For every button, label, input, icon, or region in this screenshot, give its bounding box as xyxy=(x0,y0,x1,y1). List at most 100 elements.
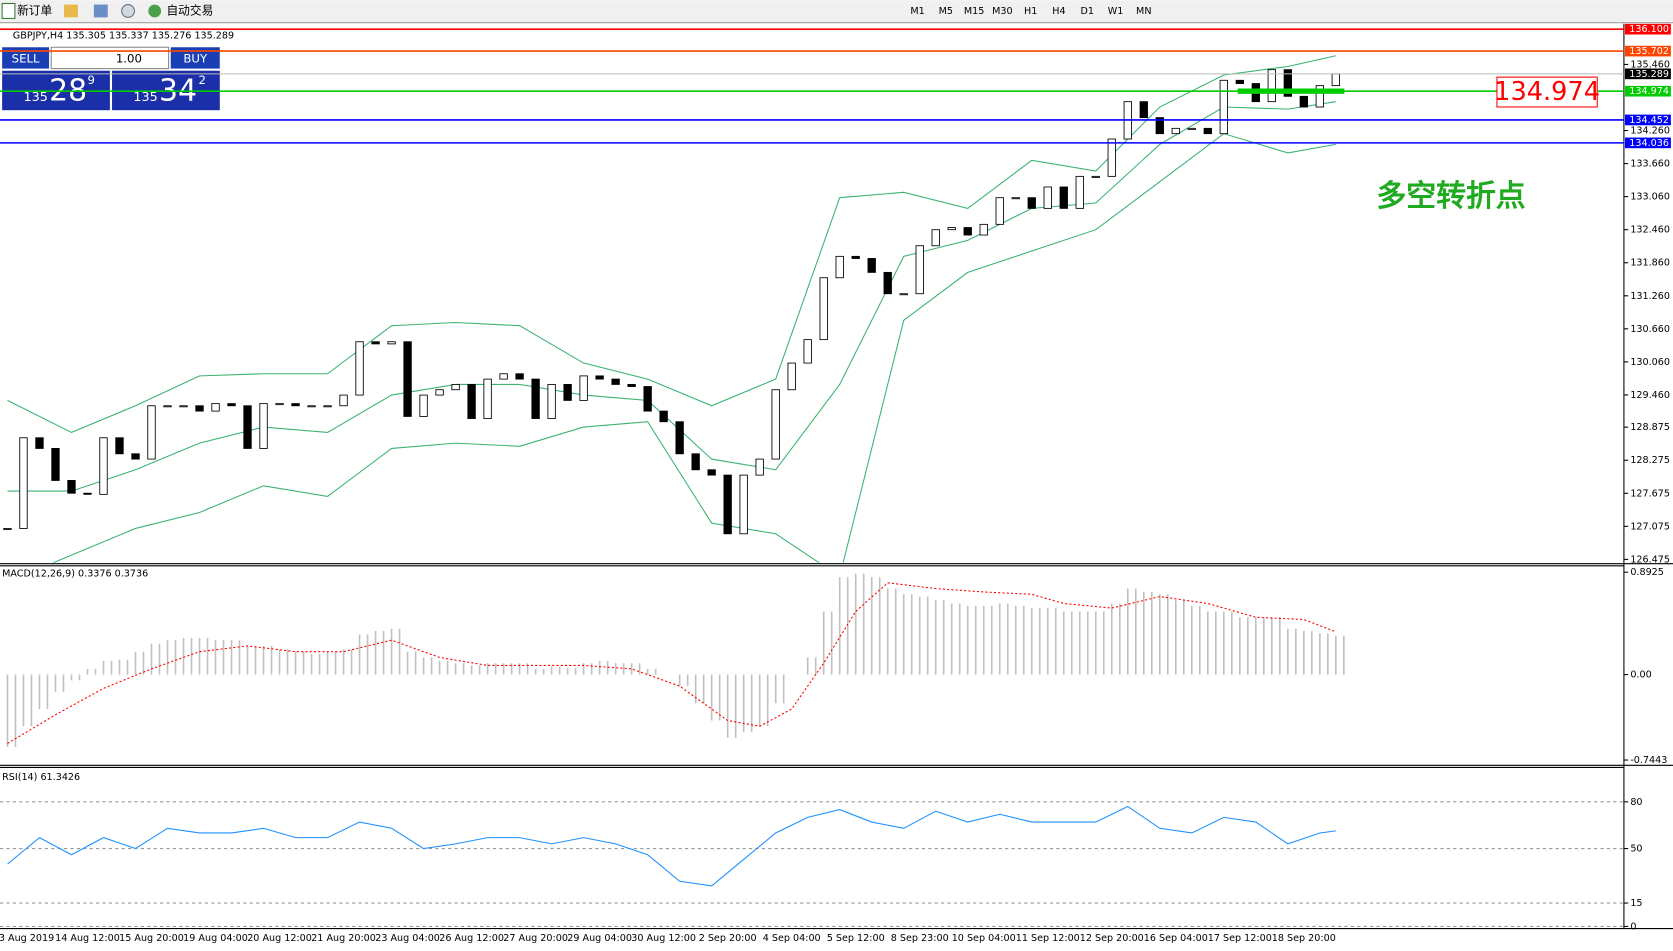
y-tick-label: 130.060 xyxy=(1630,357,1670,368)
level-label: 134.036 xyxy=(1629,138,1669,149)
lot-input[interactable] xyxy=(50,46,170,70)
timeframe-button[interactable]: M5 xyxy=(939,6,953,17)
candle xyxy=(867,258,876,273)
macd-title: MACD(12,26,9) 0.3376 0.3736 xyxy=(2,568,148,579)
x-tick-label: 12 Sep 20:00 xyxy=(1080,933,1144,944)
x-tick-label: 13 Aug 2019 xyxy=(0,933,54,944)
timeframe-button[interactable]: M1 xyxy=(910,6,924,17)
candle xyxy=(1235,79,1244,84)
x-tick-label: 27 Aug 20:00 xyxy=(503,933,568,944)
candle xyxy=(499,373,508,380)
candle xyxy=(611,378,620,385)
candle xyxy=(723,474,732,535)
x-tick-label: 4 Sep 04:00 xyxy=(763,933,821,944)
candle xyxy=(787,362,796,391)
candle xyxy=(915,245,924,295)
icon xyxy=(121,4,135,18)
timeframe-button[interactable]: H4 xyxy=(1052,6,1065,17)
timeframe-button[interactable]: MN xyxy=(1136,6,1151,17)
level-label-bg xyxy=(1624,114,1671,126)
y-tick-label: 132.460 xyxy=(1630,225,1670,236)
buy-price-sup: 2 xyxy=(198,73,205,87)
lot-value: 1.00 xyxy=(116,51,142,65)
x-tick-label: 30 Aug 12:00 xyxy=(631,933,696,944)
timeframe-button[interactable]: W1 xyxy=(1108,6,1124,17)
x-tick-label: 19 Aug 04:00 xyxy=(183,933,248,944)
trade-panel: SELL 1.00 BUY 135 28 9 135 34 2 xyxy=(2,46,220,111)
sell-button[interactable] xyxy=(2,47,50,69)
x-tick-label: 16 Sep 04:00 xyxy=(1144,933,1208,944)
new-order-button[interactable]: 新订单 xyxy=(1,2,53,19)
level-label: 134.974 xyxy=(1629,86,1669,97)
candle xyxy=(819,277,828,341)
candle xyxy=(323,405,332,408)
x-tick-label: 8 Sep 23:00 xyxy=(891,933,949,944)
x-tick-label: 10 Sep 04:00 xyxy=(952,933,1016,944)
candle xyxy=(899,293,908,296)
candle xyxy=(403,341,412,417)
y-tick-label: 131.860 xyxy=(1630,258,1670,269)
annotation-price: 134.974 xyxy=(1494,77,1600,107)
bollinger-middle xyxy=(7,101,1336,492)
sell-price-small: 135 xyxy=(23,90,47,105)
candle xyxy=(675,421,684,455)
candle xyxy=(435,389,444,396)
frame xyxy=(0,23,1673,930)
buy-button[interactable] xyxy=(170,47,220,69)
candle xyxy=(707,469,716,476)
x-tick-label: 23 Aug 04:00 xyxy=(375,933,440,944)
candle xyxy=(67,480,76,494)
timeframe-button[interactable]: H1 xyxy=(1024,6,1037,17)
x-tick-label: 21 Aug 20:00 xyxy=(311,933,376,944)
candle xyxy=(163,405,172,408)
candle xyxy=(1139,101,1148,119)
x-tick-label: 17 Sep 12:00 xyxy=(1208,933,1272,944)
candle xyxy=(99,437,108,495)
candle xyxy=(1187,127,1196,130)
candle xyxy=(931,229,940,247)
timeframe-button[interactable]: M15 xyxy=(964,6,984,17)
auto-trading-button[interactable]: 自动交易 xyxy=(148,3,213,17)
candle xyxy=(595,375,604,380)
bollinger-upper xyxy=(7,55,1336,434)
level-label-bg xyxy=(1624,137,1671,149)
x-tick-label: 15 Aug 20:00 xyxy=(119,933,184,944)
chart-header: GBPJPY,H4 135.305 135.337 135.276 135.28… xyxy=(13,31,234,42)
candle xyxy=(579,375,588,401)
candle xyxy=(1331,73,1341,87)
y-tick-label: 15 xyxy=(1630,898,1642,909)
timeframe-button[interactable]: D1 xyxy=(1080,6,1094,17)
candle xyxy=(371,341,380,345)
candle xyxy=(1027,197,1036,209)
candle xyxy=(131,453,140,460)
level-label-bg xyxy=(1624,85,1671,97)
annotation-label: 多空转折点 xyxy=(1376,179,1525,214)
candle xyxy=(1283,69,1292,97)
bid-label-bg xyxy=(1624,68,1671,80)
candle xyxy=(1315,85,1324,108)
candle xyxy=(195,405,204,412)
candle xyxy=(307,405,316,408)
timeframe-button[interactable]: M30 xyxy=(992,6,1013,17)
candle xyxy=(1267,69,1276,103)
candle xyxy=(211,403,220,412)
candle xyxy=(979,223,988,236)
candle xyxy=(147,405,156,460)
candle xyxy=(835,255,844,279)
candle xyxy=(1171,127,1180,135)
x-tick-label: 14 Aug 12:00 xyxy=(55,933,120,944)
annotation-box xyxy=(1496,76,1598,108)
candle xyxy=(339,394,348,407)
sell-label: SELL xyxy=(12,51,40,65)
signal-line xyxy=(7,582,1337,744)
candle xyxy=(115,437,124,455)
candle xyxy=(515,373,524,380)
candle xyxy=(947,227,956,231)
candle xyxy=(291,403,300,407)
candle xyxy=(19,437,28,529)
candle xyxy=(419,394,428,417)
candle xyxy=(883,271,892,295)
candle xyxy=(275,403,284,406)
candle xyxy=(51,448,60,481)
